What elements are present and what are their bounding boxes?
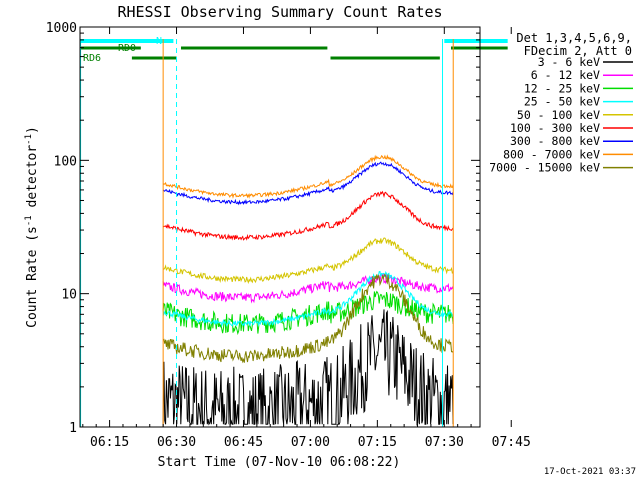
- y-label-part2: detector: [25, 145, 40, 216]
- legend-label-8: 7000 - 15000 keV: [489, 161, 600, 175]
- x-tick-label-2: 06:45: [224, 435, 263, 450]
- x-tick-label-0: 06:15: [90, 435, 129, 450]
- plot-frame: [79, 26, 481, 428]
- series-line-6: [162, 161, 454, 206]
- y-axis-label: Count Rate (s-1 detector-1): [24, 126, 40, 328]
- legend-label-0: 3 - 6 keV: [538, 55, 600, 69]
- series-line-8: [162, 273, 454, 364]
- series-line-1: [162, 272, 454, 304]
- x-axis-label: Start Time (07-Nov-10 06:08:22): [158, 455, 401, 470]
- legend-header-line2: FDecim 2, Att 0: [524, 44, 632, 58]
- y-tick-label-1: 10: [61, 288, 77, 303]
- series-line-7: [162, 154, 454, 199]
- legend-header-line1: Det 1,3,4,5,6,9,: [516, 31, 632, 45]
- series-line-4: [162, 237, 454, 284]
- y-label-part3: ): [25, 126, 40, 134]
- legend-label-3: 25 - 50 keV: [524, 95, 600, 109]
- legend-label-5: 100 - 300 keV: [510, 121, 600, 135]
- y-tick-label-3: 1000: [46, 21, 77, 36]
- x-tick-label-3: 07:00: [291, 435, 330, 450]
- series-layer: [162, 154, 454, 426]
- y-label-part1: Count Rate (s: [25, 226, 40, 328]
- series-line-0: [162, 309, 454, 426]
- legend-label-6: 300 - 800 keV: [510, 134, 600, 148]
- annotation-rd6: RD6: [83, 53, 101, 64]
- y-tick-label-2: 100: [54, 154, 77, 169]
- y-tick-label-0: 1: [69, 421, 77, 436]
- annotation-rd0: RD0: [118, 43, 136, 54]
- x-tick-label-6: 07:45: [492, 435, 531, 450]
- legend-label-7: 800 - 7000 keV: [503, 147, 600, 161]
- x-tick-label-5: 07:30: [425, 435, 464, 450]
- legend-label-1: 6 - 12 keV: [531, 68, 600, 82]
- legend-label-2: 12 - 25 keV: [524, 81, 600, 95]
- timestamp: 17-Oct-2021 03:37: [544, 467, 636, 477]
- y-axis: 1 10 100 1000: [46, 21, 480, 436]
- x-tick-label-4: 07:15: [358, 435, 397, 450]
- y-label-sup2: -1: [24, 134, 34, 145]
- series-line-5: [162, 190, 454, 241]
- annotation-n: N: [156, 36, 162, 47]
- chart-title: RHESSI Observing Summary Count Rates: [117, 3, 442, 21]
- series-line-3: [162, 270, 454, 328]
- legend-label-4: 50 - 100 keV: [517, 108, 600, 122]
- x-tick-label-1: 06:30: [157, 435, 196, 450]
- x-axis: 06:15 06:30 06:45 07:00 07:15 07:30 07:45: [82, 27, 531, 450]
- y-label-sup1: -1: [24, 215, 34, 226]
- status-bars: N RD0 RD6: [80, 36, 508, 64]
